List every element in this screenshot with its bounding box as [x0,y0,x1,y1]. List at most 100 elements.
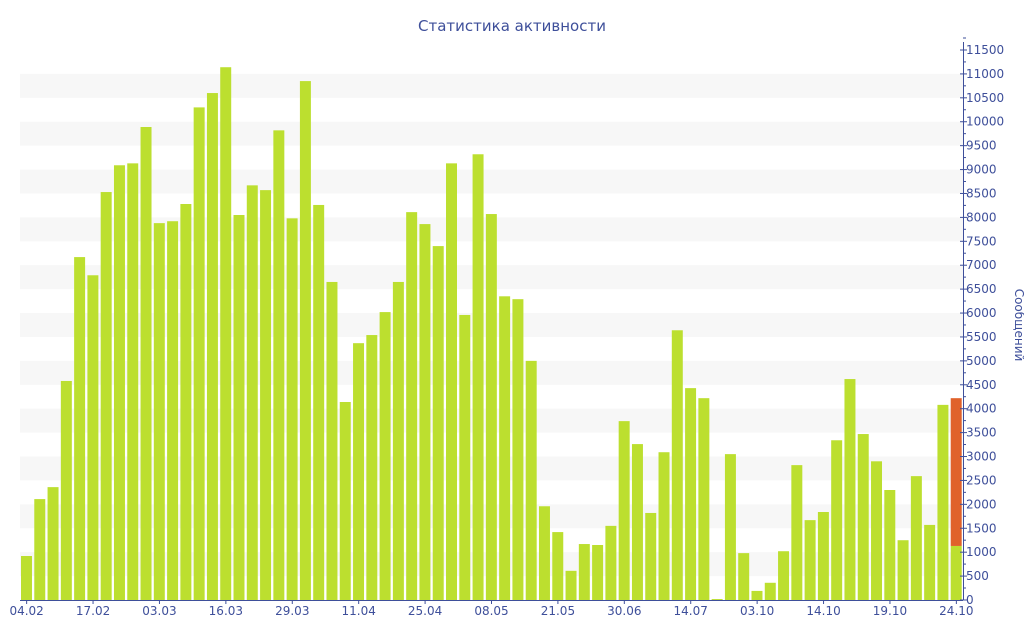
y-tick-label: 10000 [966,115,1004,129]
bar-messages [618,421,630,600]
bar-messages [910,476,922,600]
y-tick-label: 4000 [966,402,997,416]
bar-messages [286,218,298,600]
x-tick-label: 03.10 [740,604,774,618]
y-tick-label: 1000 [966,545,997,559]
bar-messages [432,246,444,600]
y-tick-label: 10500 [966,91,1004,105]
x-tick-label: 04.02 [9,604,43,618]
bar-messages [60,380,72,600]
bar-messages [246,185,258,600]
y-tick-label: 1500 [966,521,997,535]
bar-messages [605,525,617,600]
bar-messages [950,545,962,600]
bar-messages [791,465,803,600]
bar-messages [751,590,763,600]
bar-messages [698,398,710,600]
y-tick-label: 7500 [966,234,997,248]
bar-messages [406,212,418,600]
y-tick-label: 3500 [966,426,997,440]
bar-messages [884,490,896,600]
bar-messages [738,553,750,600]
bar-messages [47,487,59,600]
bar-messages [153,223,165,600]
bar-messages [764,582,776,600]
y-tick-label: 11500 [966,43,1004,57]
bar-messages [113,165,125,600]
bar-messages [871,461,883,600]
bar-messages [778,551,790,600]
bar-messages [313,204,325,600]
bar-messages [804,520,816,600]
x-tick-label: 17.02 [76,604,110,618]
bar-current [950,398,962,546]
y-tick-label: 6500 [966,282,997,296]
bar-messages [857,434,869,600]
y-tick-label: 0 [966,593,974,607]
y-axis-label: Сообщений [1012,289,1024,362]
bar-messages [273,130,285,600]
y-tick-label: 5000 [966,354,997,368]
x-tick-label: 03.03 [142,604,176,618]
bar-messages [844,379,856,600]
bar-messages [127,163,139,600]
x-tick-label: 24.10 [939,604,973,618]
bar-messages [565,570,577,600]
bar-messages [671,330,683,600]
bar-messages [685,388,697,600]
bar-messages [472,154,484,600]
x-tick-label: 30.06 [607,604,641,618]
y-tick-label: 11000 [966,67,1004,81]
bar-messages [592,545,604,600]
bar-messages [499,296,511,600]
x-tick-label: 08.05 [474,604,508,618]
bar-messages [34,499,46,600]
bar-messages [897,540,909,600]
bar-messages [100,192,112,601]
y-tick-label: 5500 [966,330,997,344]
y-tick-label: 8500 [966,186,997,200]
bars [21,67,962,601]
y-tick-label: 3000 [966,450,997,464]
y-tick-label: 9000 [966,163,997,177]
bar-messages [817,512,829,600]
x-tick-label: 29.03 [275,604,309,618]
x-tick-label: 14.10 [806,604,840,618]
bar-messages [485,214,497,601]
y-tick-label: 9500 [966,139,997,153]
grid-band [20,121,963,146]
bar-messages [140,127,152,600]
bar-messages [233,215,245,600]
bar-messages [459,314,471,600]
bar-messages [392,281,404,600]
bar-messages [87,275,99,600]
bar-messages [724,454,736,600]
y-tick-label: 8000 [966,210,997,224]
bar-messages [260,190,272,600]
bar-messages [512,299,524,600]
bar-messages [326,281,338,600]
bar-messages [299,81,311,600]
y-tick-label: 4500 [966,378,997,392]
bar-messages [21,556,32,600]
bar-messages [658,452,670,600]
grid-band [20,73,963,98]
x-tick-label: 19.10 [873,604,907,618]
bar-messages [366,335,378,600]
x-tick-label: 16.03 [209,604,243,618]
bar-messages [578,544,590,600]
bar-messages [193,107,205,601]
bar-messages [167,221,179,600]
y-tick-label: 2500 [966,473,997,487]
bar-messages [631,444,643,600]
bar-messages [74,257,86,600]
bar-messages [446,163,457,600]
bar-messages [220,67,232,600]
x-tick-label: 11.04 [342,604,376,618]
x-tick-label: 14.07 [674,604,708,618]
bar-messages [538,506,550,600]
bar-messages [924,524,936,600]
x-tick-label: 21.05 [541,604,575,618]
bar-messages [645,512,657,600]
